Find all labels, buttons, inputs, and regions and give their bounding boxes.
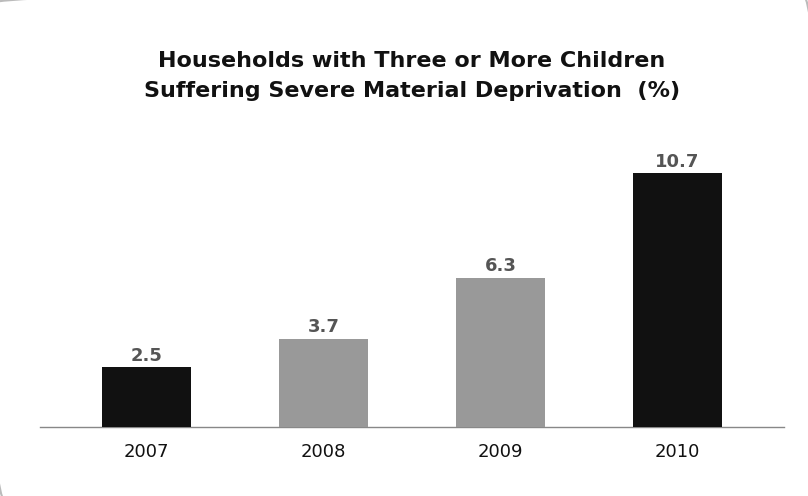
Text: 6.3: 6.3: [485, 257, 516, 275]
Bar: [633, 174, 722, 427]
Text: 2.5: 2.5: [131, 347, 162, 365]
Bar: [280, 339, 368, 427]
Title: Households with Three or More Children
Suffering Severe Material Deprivation  (%: Households with Three or More Children S…: [144, 51, 680, 101]
Bar: [103, 368, 191, 427]
Bar: [457, 278, 545, 427]
Text: 3.7: 3.7: [308, 318, 339, 336]
Text: 10.7: 10.7: [655, 153, 700, 171]
